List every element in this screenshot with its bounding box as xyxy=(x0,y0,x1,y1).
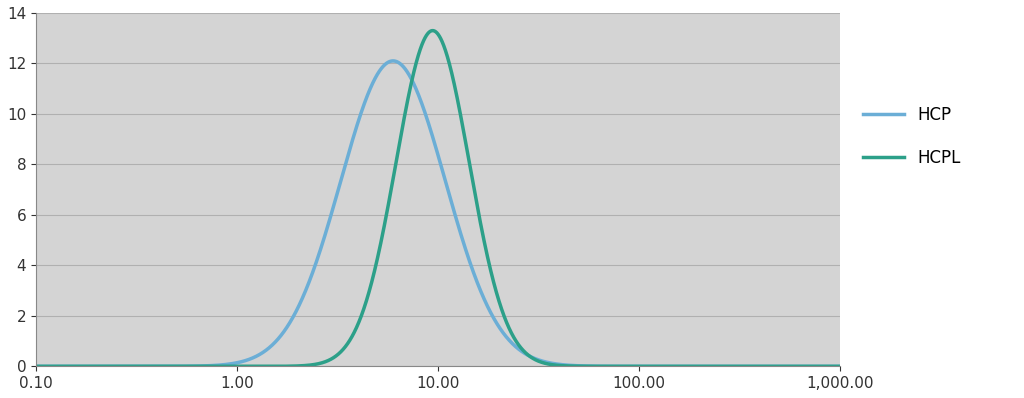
Line: HCP: HCP xyxy=(36,61,840,366)
HCPL xyxy=(630,364,642,369)
HCP xyxy=(30,364,42,369)
HCPL xyxy=(30,364,42,369)
HCP xyxy=(387,59,399,63)
HCPL xyxy=(553,363,565,368)
Legend: HCP, HCPL: HCP, HCPL xyxy=(856,100,968,174)
HCP xyxy=(176,364,188,369)
HCP xyxy=(834,364,846,369)
HCPL xyxy=(176,364,188,369)
HCPL xyxy=(691,364,703,369)
Line: HCPL: HCPL xyxy=(36,31,840,366)
HCPL xyxy=(834,364,846,369)
HCPL xyxy=(512,342,524,347)
HCP xyxy=(553,362,565,367)
HCP xyxy=(512,346,524,351)
HCPL xyxy=(426,28,438,33)
HCP xyxy=(691,364,703,369)
HCP xyxy=(337,170,349,175)
HCP xyxy=(630,364,642,369)
HCPL xyxy=(337,347,349,352)
